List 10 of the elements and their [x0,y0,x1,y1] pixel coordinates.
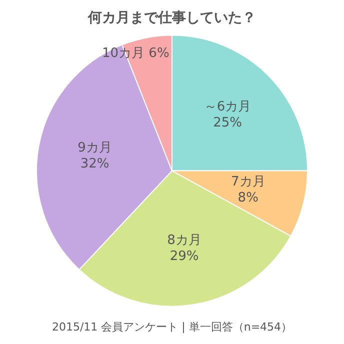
data-label: 25% [213,116,242,131]
text: 2015/11 会員アンケート | 単一回答（n=454） [52,320,292,334]
slice-label: 7カ月 [230,174,266,190]
data-label: 29% [170,248,199,264]
slice-label: ～6カ月 [204,100,252,115]
chart-title: 何カ月まで仕事していた？ [87,10,256,26]
data-label: 32% [80,156,110,172]
slice-label: 9カ月 [78,140,112,156]
slice-label: 8カ月 [167,232,202,248]
data-label: 8% [238,190,258,206]
